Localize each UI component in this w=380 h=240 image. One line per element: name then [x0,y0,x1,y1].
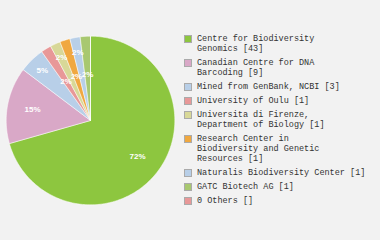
html-text:Naturalis Biodiversity Center: Naturalis Biodiversity Center [1] [197,168,366,178]
html-text:Centre for Biodiversity Genomi: Centre for Biodiversity Genomics [43] [197,34,315,54]
html-text:Canadian Centre for DNA Barcod: Canadian Centre for DNA Barcoding [9] [197,58,315,78]
svg-text:72%: 72% [130,152,146,161]
html-text:Mined from GenBank, NCBI [3]: Mined from GenBank, NCBI [3] [197,82,340,92]
svg-text:15%: 15% [24,105,40,114]
svg-text:2%: 2% [72,48,84,57]
html-text:GATC Biotech AG [1]: GATC Biotech AG [1] [197,182,294,192]
html-text:University of Oulu [1]: University of Oulu [1] [197,96,310,106]
svg-text:5%: 5% [37,66,49,75]
html-text:Research Center in Biodiversit: Research Center in Biodiversity and Gene… [197,134,320,164]
svg-text:2%: 2% [60,76,72,86]
html-text:Universita di Firenze, Departm: Universita di Firenze, Department of Bio… [197,110,325,130]
svg-text:2%: 2% [82,70,94,79]
html-text:0 Others []: 0 Others [] [197,196,254,206]
svg-text:2%: 2% [71,72,83,81]
svg-text:2%: 2% [56,53,68,62]
